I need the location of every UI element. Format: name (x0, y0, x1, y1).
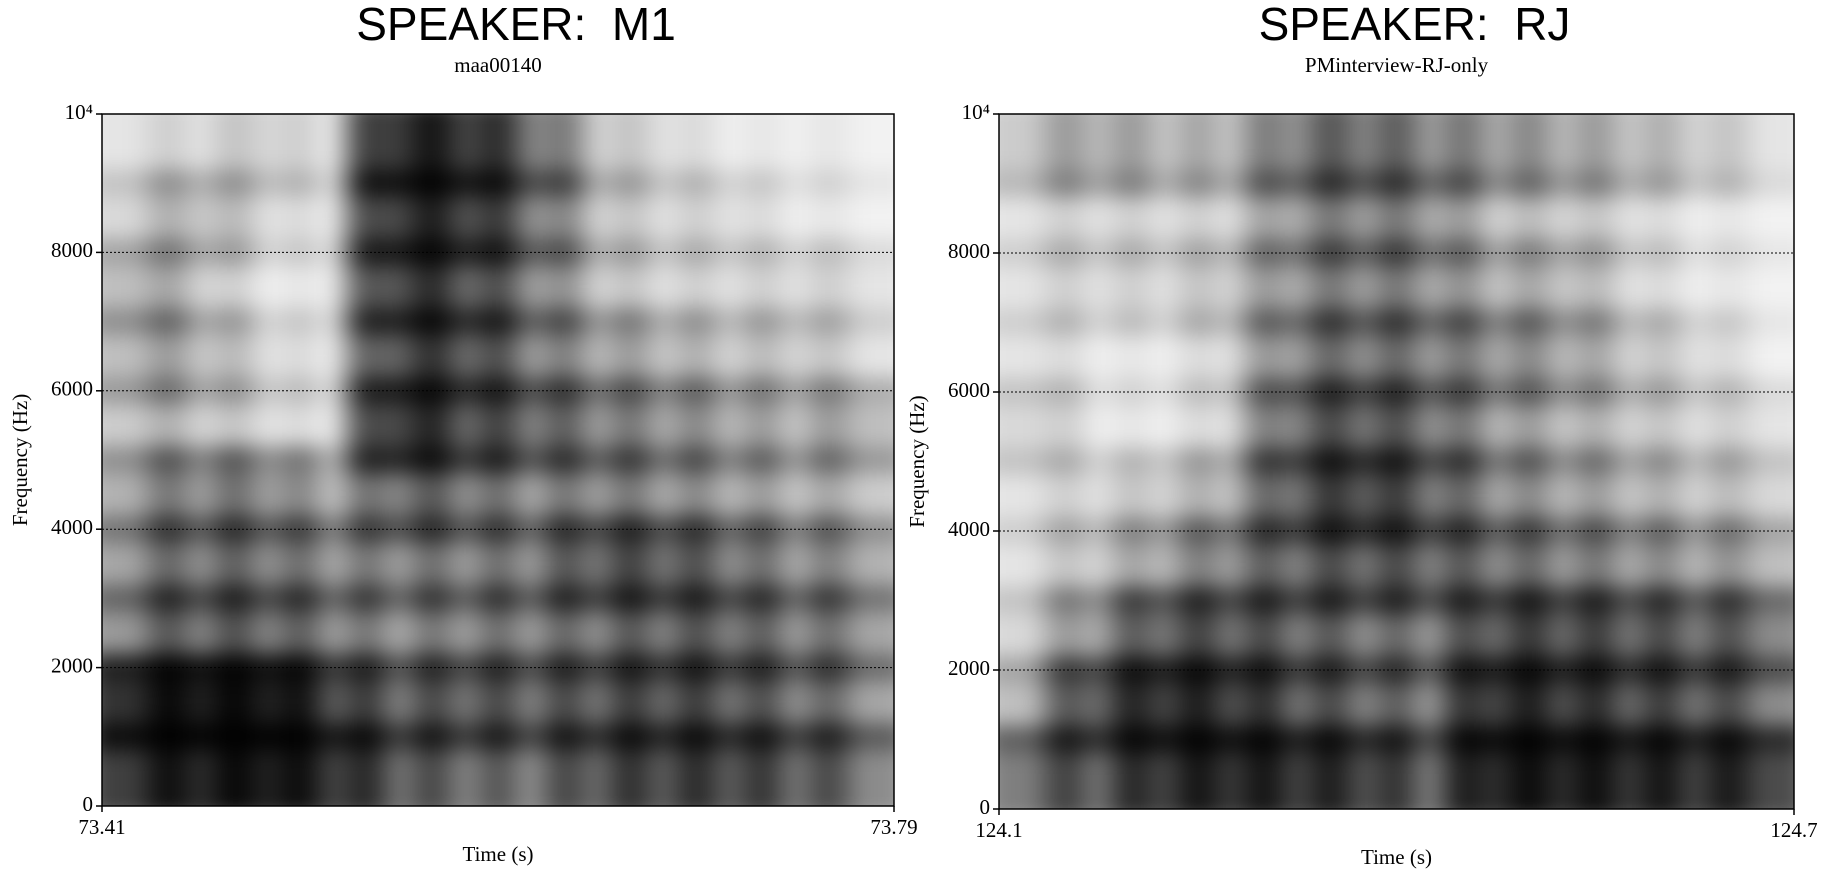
y-axis-label: Frequency (Hz) (905, 395, 929, 527)
y-tick-label: 2000 (51, 653, 93, 677)
x-tick-label: 124.1 (975, 818, 1022, 842)
heatmap (102, 114, 894, 806)
y-tick-label: 8000 (51, 238, 93, 262)
heatmap-cells (999, 114, 1794, 809)
chart-subtitle: PMinterview-RJ-only (1305, 53, 1489, 77)
chart-title: SPEAKER: M1 (356, 0, 676, 50)
y-axis-label: Frequency (Hz) (8, 394, 32, 526)
y-tick-label: 4000 (51, 515, 93, 539)
chart-title: SPEAKER: RJ (1259, 0, 1571, 50)
chart: SPEAKER: M1 maa00140 0 2000 4000 6000 8000 10⁴ 7… (8, 0, 918, 866)
heatmap (999, 114, 1794, 809)
y-tick-label: 8000 (948, 239, 990, 263)
chart-subtitle: maa00140 (454, 53, 541, 77)
y-tick-label: 6000 (51, 377, 93, 401)
x-tick-label: 124.7 (1770, 818, 1817, 842)
chart: SPEAKER: RJ PMinterview-RJ-only 0 2000 4000 6… (905, 0, 1818, 869)
heatmap-cells (102, 114, 894, 806)
x-axis-label: Time (s) (463, 842, 534, 866)
plot-frame (101, 113, 895, 807)
y-tick-label: 0 (980, 795, 991, 819)
x-tick-label: 73.41 (78, 815, 125, 839)
x-tick-label: 73.79 (870, 815, 917, 839)
x-axis-label: Time (s) (1361, 845, 1432, 869)
y-tick-label: 0 (83, 792, 94, 816)
cell (808, 114, 894, 198)
y-tick-label: 10⁴ (962, 100, 990, 124)
y-tick-label: 10⁴ (65, 100, 93, 124)
y-tick-label: 6000 (948, 378, 990, 402)
plot-frame (998, 113, 1795, 810)
y-tick-label: 4000 (948, 517, 990, 541)
cell (1707, 114, 1794, 198)
y-tick-label: 2000 (948, 656, 990, 680)
